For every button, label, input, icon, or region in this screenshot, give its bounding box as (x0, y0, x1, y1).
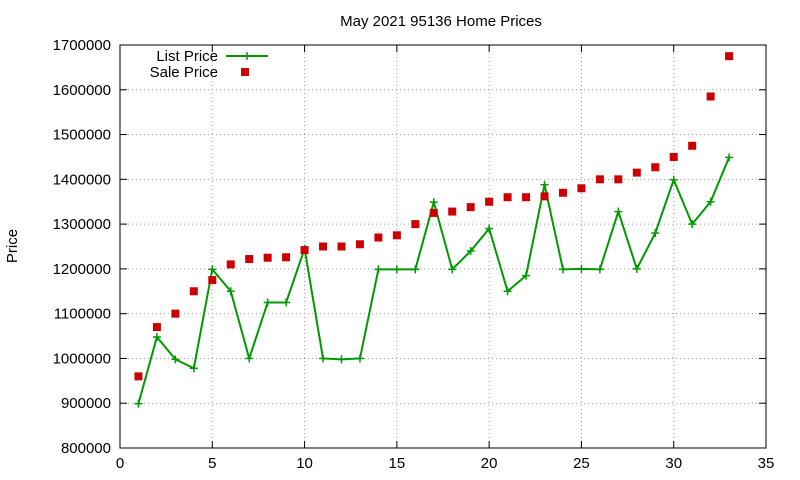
x-tick-label: 30 (665, 455, 682, 472)
list-price-point (263, 298, 272, 307)
list-price-point (614, 207, 623, 216)
sale-price-point (134, 372, 143, 381)
list-price-point (688, 220, 697, 229)
list-price-point (226, 287, 235, 296)
sale-price-point (669, 152, 678, 161)
list-price-point (355, 354, 364, 363)
legend-marks (226, 52, 268, 76)
legend: List Price Sale Price (150, 48, 268, 81)
sale-price-point (503, 193, 512, 202)
list-price-point (392, 265, 401, 274)
x-tick-label: 25 (573, 455, 590, 472)
list-price-point (558, 265, 567, 274)
grid-lines (120, 45, 766, 448)
list-price-line (137, 157, 731, 404)
sale-price-point (263, 253, 272, 262)
sale-price-point (651, 163, 660, 172)
list-price-point (595, 265, 604, 274)
sale-price-point (152, 323, 161, 332)
series-layer (134, 52, 734, 408)
legend-label-list-price: List Price (156, 48, 218, 65)
y-tick-label: 900000 (61, 395, 111, 412)
y-axis-label: Price (4, 229, 21, 263)
list-price-point (245, 354, 254, 363)
list-price-point (208, 265, 217, 274)
sale-price-point (392, 231, 401, 240)
axis-ticks: 800000 900000 1000000 1100000 1200000 1300000… (53, 37, 775, 472)
sale-price-point (300, 246, 309, 255)
chart-title: May 2021 95136 Home Prices (340, 13, 542, 30)
list-price-point (522, 271, 531, 280)
list-price-point (503, 287, 512, 296)
list-price-point (411, 265, 420, 274)
list-price-point (540, 180, 549, 189)
list-price-point (282, 298, 291, 307)
x-tick-label: 15 (389, 455, 406, 472)
sale-price-point (429, 208, 438, 217)
sale-price-point (374, 233, 383, 242)
y-tick-label: 800000 (61, 440, 111, 457)
legend-marker-list-price (243, 52, 251, 60)
sale-price-point (706, 92, 715, 101)
x-tick-label: 0 (116, 455, 124, 472)
list-price-point (134, 399, 143, 408)
list-price-point (725, 153, 734, 162)
list-price-point (577, 264, 586, 273)
list-price-point (171, 355, 180, 364)
sale-price-point (614, 175, 623, 184)
legend-label-sale-price: Sale Price (150, 64, 218, 81)
list-price-point (337, 355, 346, 364)
legend-marker-sale-price (241, 68, 249, 76)
y-tick-label: 1000000 (53, 350, 111, 367)
sale-price-point (632, 168, 641, 177)
sale-price-point (171, 309, 180, 318)
sale-price-point (485, 197, 494, 206)
y-tick-label: 1100000 (54, 306, 111, 323)
sale-price-point (208, 276, 217, 285)
y-tick-label: 1400000 (53, 171, 111, 188)
list-price-point (651, 229, 660, 238)
y-tick-label: 1200000 (53, 261, 111, 278)
y-tick-label: 1500000 (53, 127, 111, 144)
sale-price-point (411, 220, 420, 229)
x-tick-label: 5 (208, 455, 216, 472)
y-tick-label: 1600000 (53, 82, 111, 99)
series-list-price (134, 153, 734, 408)
list-price-point (319, 354, 328, 363)
sale-price-point (725, 52, 734, 61)
sale-price-point (558, 188, 567, 197)
sale-price-point (355, 240, 364, 249)
sale-price-point (282, 253, 291, 262)
list-price-point (152, 332, 161, 341)
x-tick-label: 10 (296, 455, 313, 472)
plot-frame (119, 44, 767, 449)
sale-price-point (688, 141, 697, 150)
list-price-point (706, 197, 715, 206)
list-price-point (466, 246, 475, 255)
x-tick-label: 35 (758, 455, 775, 472)
y-tick-label: 1700000 (53, 37, 111, 54)
sale-price-point (466, 203, 475, 212)
sale-price-point (595, 175, 604, 184)
sale-price-point (319, 242, 328, 251)
list-price-point (374, 265, 383, 274)
series-sale-price (134, 52, 734, 381)
sale-price-point (189, 287, 198, 296)
list-price-point (632, 264, 641, 273)
x-tick-label: 20 (481, 455, 498, 472)
sale-price-point (448, 207, 457, 216)
sale-price-point (540, 192, 549, 201)
list-price-point (189, 364, 198, 373)
sale-price-point (245, 255, 254, 264)
sale-price-point (577, 184, 586, 193)
sale-price-point (226, 260, 235, 269)
sale-price-point (522, 193, 531, 202)
list-price-point (669, 175, 678, 184)
y-tick-label: 1300000 (53, 216, 111, 233)
list-price-point (429, 198, 438, 207)
sale-price-point (337, 242, 346, 251)
list-price-point (448, 265, 457, 274)
list-price-point (485, 224, 494, 233)
